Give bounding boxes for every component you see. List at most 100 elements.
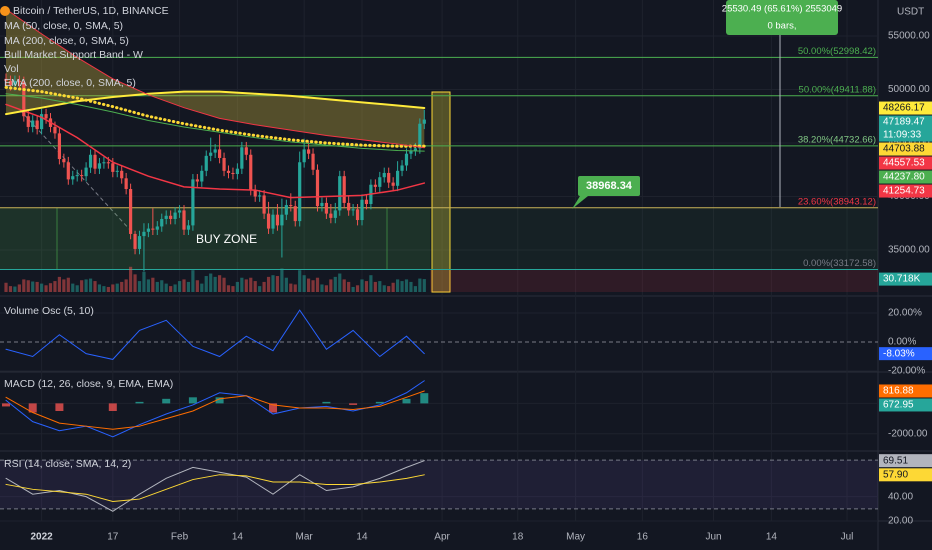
candle-body [124, 178, 128, 190]
histogram-bar [402, 398, 411, 404]
candle-body [271, 214, 275, 229]
candle-body [66, 162, 70, 180]
volume-bar [364, 281, 369, 292]
volume-bar [195, 280, 199, 292]
volume-bar [373, 281, 377, 292]
volume-bar [120, 281, 124, 292]
candle-body [204, 155, 208, 171]
volume-bar [13, 286, 17, 292]
volume-bar [262, 281, 266, 292]
overlay-line [5, 90, 426, 116]
histogram-bar [188, 397, 197, 404]
volume-bar [106, 286, 110, 292]
histogram-bar [162, 398, 171, 404]
volume-bar [102, 286, 106, 292]
pane-tick-label: 40.00 [888, 491, 913, 502]
volume-bar [391, 282, 395, 292]
candle-body [364, 199, 369, 204]
histogram-bar [28, 403, 37, 413]
zone-below [430, 269, 878, 292]
candle-body [186, 225, 191, 230]
rsi-band [0, 460, 878, 509]
x-tick-label: Feb [171, 532, 189, 543]
histogram-bar [268, 403, 277, 413]
pane-tick-label: -20.00% [888, 366, 925, 377]
countdown: 11:09:33 [883, 130, 922, 141]
candle-body [351, 209, 355, 211]
candle-body [164, 215, 168, 219]
volume-bar [53, 281, 57, 292]
candle-body [262, 195, 266, 214]
candle-body [195, 179, 199, 182]
price-label: 48266.17 [883, 103, 925, 114]
volume-bar [62, 279, 66, 292]
volume-bar [191, 270, 195, 292]
price-label-box [879, 347, 932, 361]
volume-bar [298, 270, 302, 292]
volume-bar [169, 286, 173, 292]
candle-body [75, 175, 79, 177]
zone-label: BUY ZONE [196, 232, 257, 246]
volume-bar [404, 279, 409, 292]
candle-body [209, 152, 213, 156]
volume-bar [258, 286, 262, 292]
candle-body [298, 162, 302, 222]
currency: USDT [897, 7, 924, 18]
candle-body [169, 215, 173, 219]
candle-body [311, 153, 315, 170]
note-pointer [572, 196, 588, 209]
volume-bar [66, 277, 70, 292]
legend-item: MA (50, close, 0, SMA, 5) [4, 20, 123, 32]
candle-body [133, 233, 137, 249]
price-label-box [879, 101, 932, 115]
candle-body [222, 157, 226, 171]
legend-title: Bitcoin / TetherUS, 1D, BINANCE [13, 5, 169, 17]
x-tick-label: 14 [356, 532, 368, 543]
volume-bar [31, 281, 35, 292]
annotations: 25530.49 (65.61%) 2553049 0 bars, 38968.… [196, 0, 842, 246]
volume-bar [84, 279, 88, 292]
coin-icon [0, 6, 10, 16]
volume-bar [97, 284, 102, 292]
candle-body [302, 149, 306, 163]
candle-body [324, 202, 328, 214]
volume-bar [4, 282, 8, 292]
volume-bar [164, 283, 168, 292]
volume-bar [422, 279, 426, 292]
candle-body [97, 163, 102, 169]
fib-label: 50.00%(52998.42) [798, 46, 876, 57]
candle-body [422, 119, 426, 124]
candle-body [8, 80, 13, 86]
volume-bar [395, 279, 400, 292]
volume-bar [302, 275, 306, 292]
histogram-bar [215, 397, 224, 404]
volume-bar [142, 271, 146, 292]
candle-body [111, 163, 115, 172]
volume-bar [418, 278, 422, 292]
volume-bar [409, 281, 413, 292]
volume-bar [26, 280, 30, 292]
candle-body [360, 199, 364, 221]
indicator-line [5, 474, 425, 503]
candle-body [226, 170, 231, 173]
histogram-bar [2, 403, 11, 407]
price-label-box [879, 170, 932, 184]
candle-body [102, 162, 106, 164]
x-tick-label: Mar [296, 532, 314, 543]
overlay-line [5, 93, 425, 152]
candle-body [338, 176, 342, 211]
candle-body [106, 162, 110, 164]
candle-body [342, 176, 346, 203]
price-label-box [879, 156, 932, 170]
volume-bar [35, 281, 39, 292]
price-label-box [879, 142, 932, 156]
volume-bar [382, 285, 386, 292]
volume-bar [222, 277, 226, 292]
price-label-box [879, 454, 932, 468]
volume-bar [124, 279, 128, 292]
price-label: 57.90 [883, 469, 908, 480]
candle-body [57, 133, 62, 160]
x-tick-label: 18 [512, 532, 524, 543]
candle-body [218, 149, 222, 158]
